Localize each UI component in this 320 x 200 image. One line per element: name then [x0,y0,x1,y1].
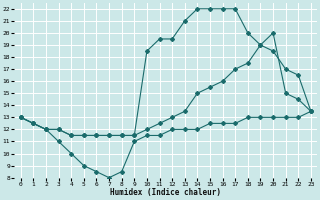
X-axis label: Humidex (Indice chaleur): Humidex (Indice chaleur) [110,188,221,197]
